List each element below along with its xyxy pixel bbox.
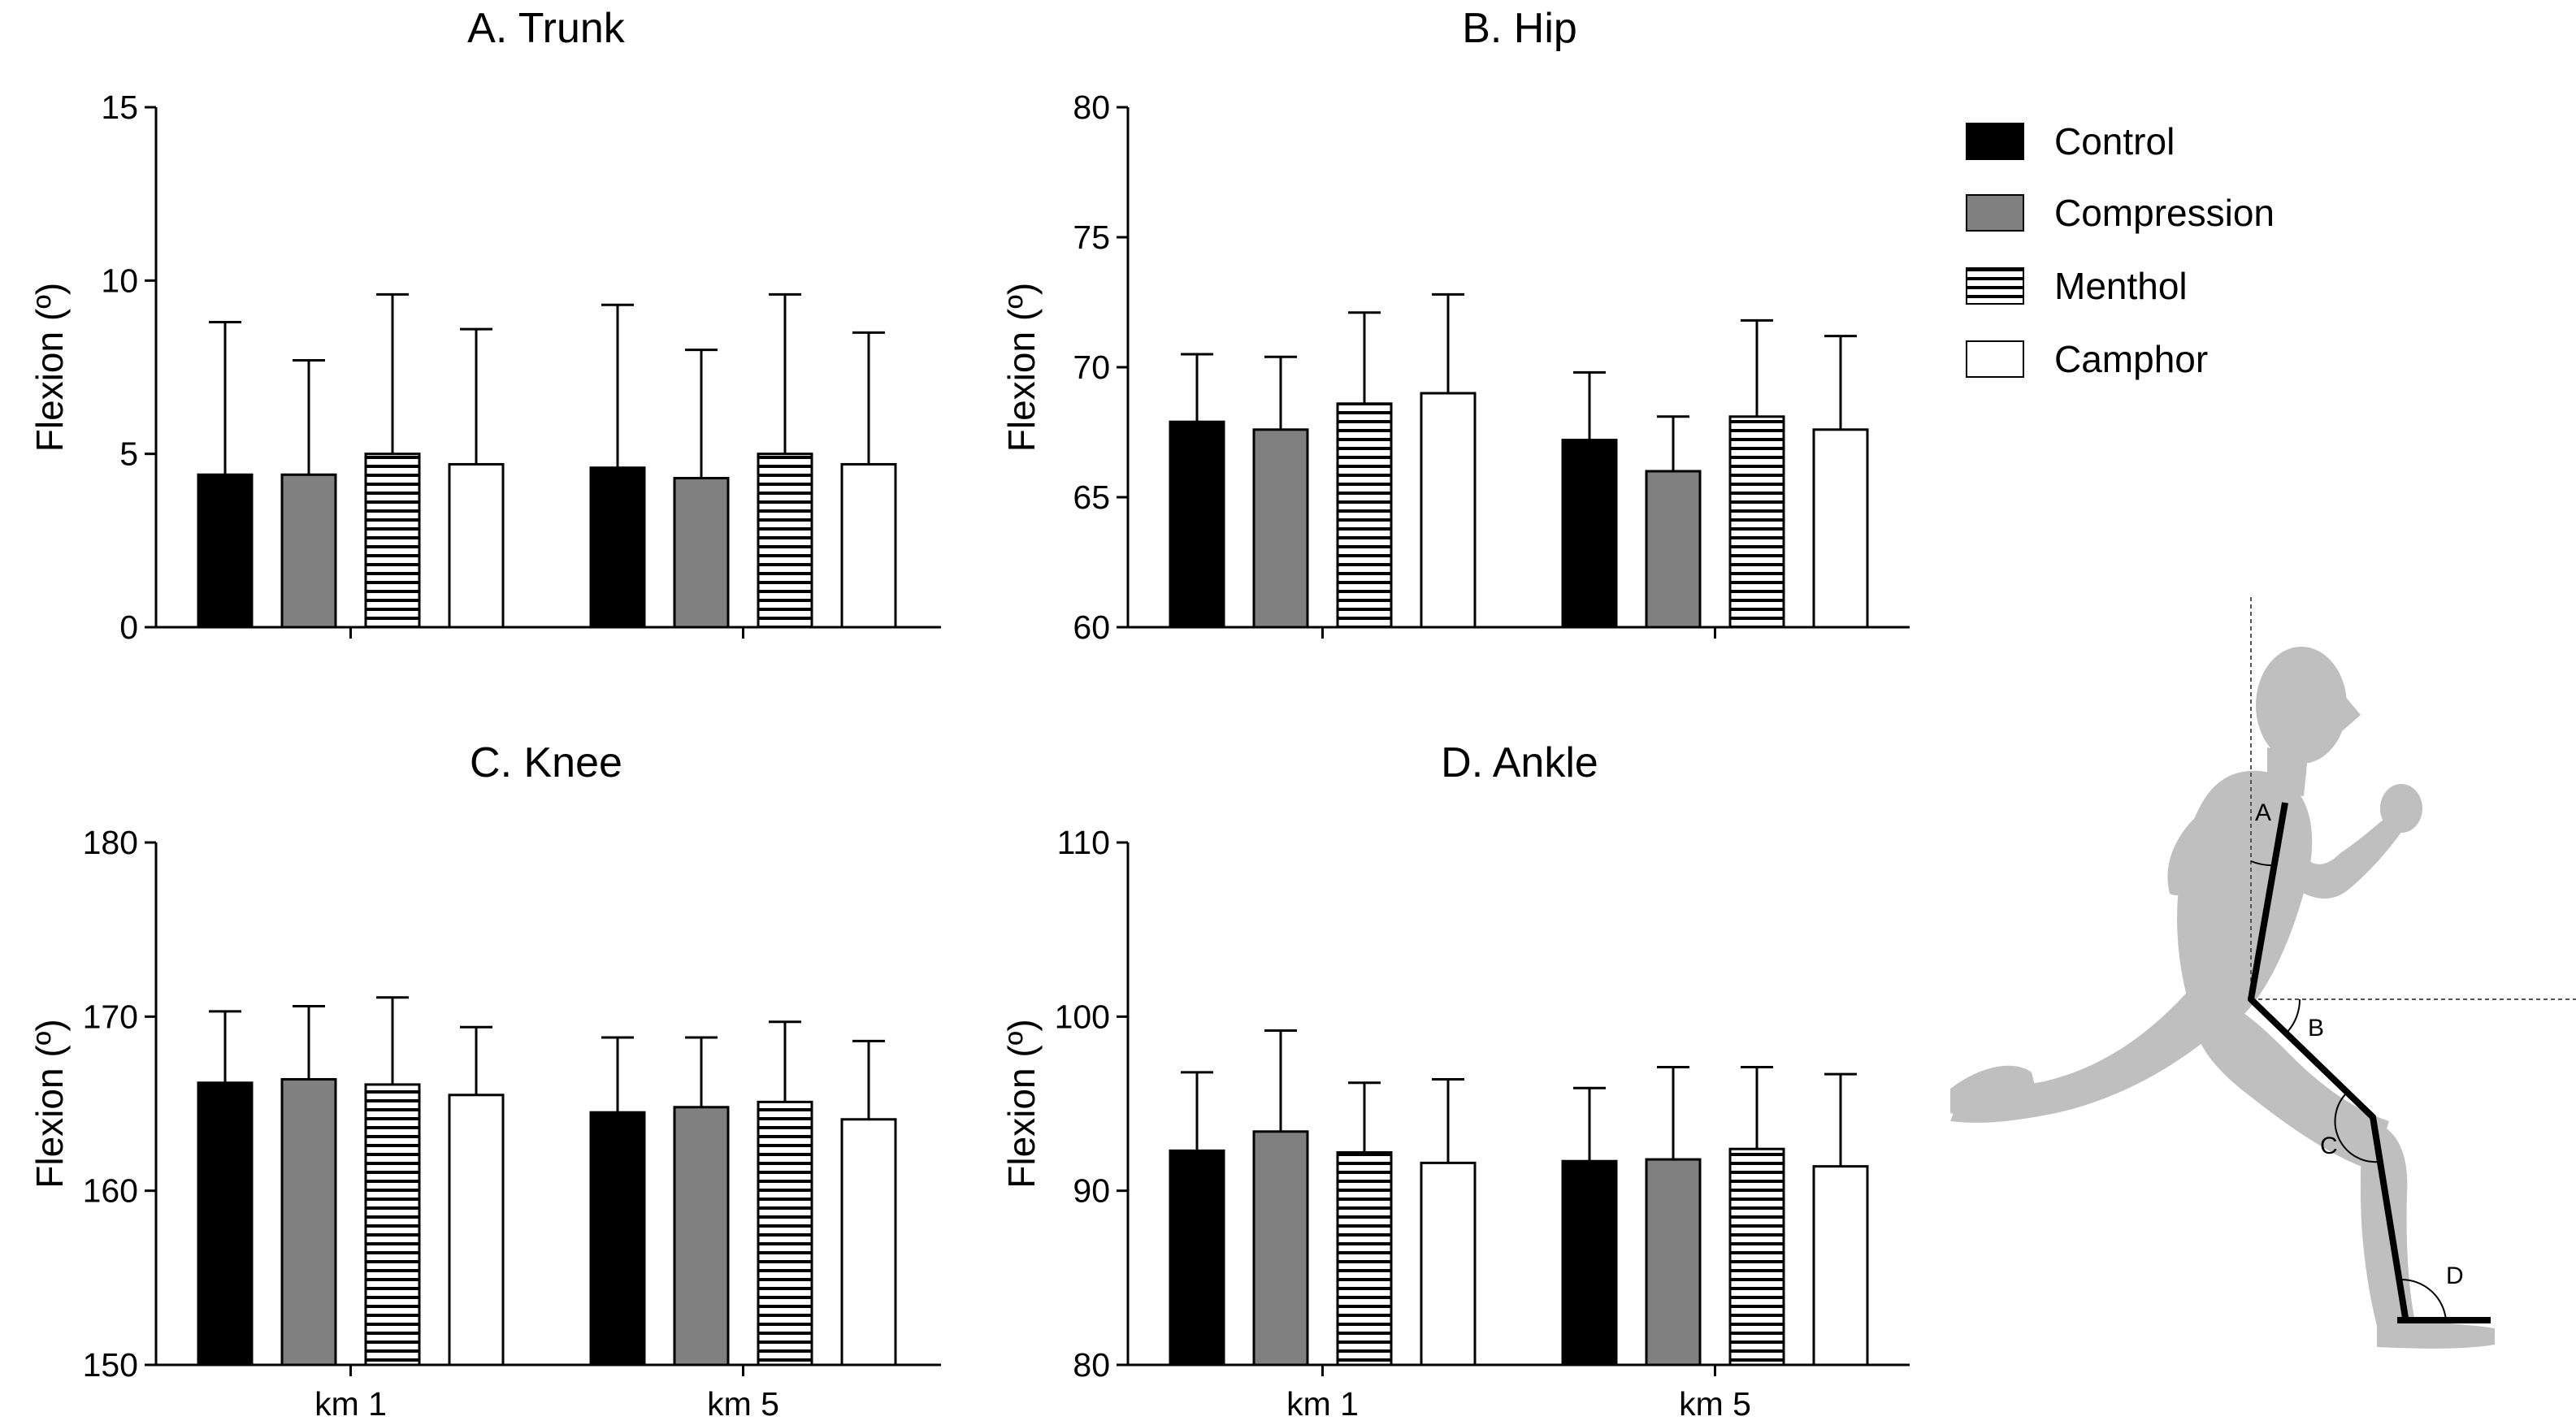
- runner-silhouette: [1950, 647, 2495, 1349]
- y-tick-label: 180: [83, 824, 138, 861]
- bar-compression: [1645, 1158, 1702, 1367]
- x-tick-label: km 1: [1286, 1385, 1359, 1423]
- legend-item-compression: Compression: [1966, 192, 2275, 234]
- bar-menthol: [1728, 415, 1785, 629]
- y-tick-label: 90: [1073, 1172, 1110, 1210]
- x-tick-label: km 5: [707, 1385, 779, 1423]
- bar-compression: [673, 477, 730, 629]
- bar-compression: [280, 1077, 337, 1367]
- legend-swatch-control: [1966, 123, 2024, 160]
- y-axis-label: Flexion (º): [28, 283, 71, 453]
- bar-menthol: [1336, 1151, 1393, 1367]
- runner-figure: A B C D: [1950, 597, 2576, 1349]
- bar-compression: [1252, 428, 1309, 629]
- y-tick-label: 65: [1073, 479, 1110, 516]
- bar-menthol: [364, 453, 421, 629]
- bar-menthol: [1336, 402, 1393, 629]
- chart-title: D. Ankle: [1441, 739, 1598, 786]
- bar-camphor: [448, 1094, 505, 1367]
- legend-swatch-menthol: [1966, 267, 2024, 305]
- y-tick-label: 80: [1073, 1346, 1110, 1384]
- x-tick-label: km 5: [1679, 1385, 1751, 1423]
- bar-camphor: [840, 1118, 897, 1367]
- y-tick-label: 80: [1073, 89, 1110, 126]
- legend-item-camphor: Camphor: [1966, 338, 2208, 380]
- chart-panel-4: D. Ankle Flexion (º) 80 90 100 110 km 1 km 5: [1000, 739, 1910, 1423]
- bar-menthol: [364, 1083, 421, 1367]
- bar-compression: [1252, 1130, 1309, 1367]
- bar-menthol: [757, 1100, 813, 1367]
- bar-camphor: [1420, 392, 1477, 629]
- legend-swatch-compression: [1966, 194, 2024, 232]
- angle-arc-b: [2287, 998, 2301, 1033]
- legend-item-control: Control: [1966, 120, 2175, 162]
- y-tick-label: 70: [1073, 349, 1110, 386]
- bar-control: [197, 473, 254, 629]
- y-tick-label: 0: [119, 609, 138, 646]
- y-tick-label: 170: [83, 998, 138, 1035]
- y-tick-label: 60: [1073, 609, 1110, 646]
- y-tick-label: 10: [101, 262, 138, 299]
- angle-arc-a: [2250, 860, 2276, 867]
- y-axis-label: Flexion (º): [1000, 283, 1043, 453]
- y-tick-label: 100: [1055, 998, 1110, 1035]
- bar-menthol: [1728, 1147, 1785, 1367]
- chart-panel-3: C. Knee Flexion (º) 150 160 170 180 km 1 km 5: [28, 739, 941, 1423]
- chart-panel-2: B. Hip Flexion (º) 60 65 70 75 80: [1000, 5, 1910, 646]
- bar-control: [589, 466, 646, 629]
- bar-compression: [1645, 470, 1702, 629]
- bar-camphor: [1812, 1165, 1869, 1367]
- angle-label-a: A: [2255, 799, 2271, 826]
- angle-arc-d: [2400, 1278, 2447, 1321]
- bar-camphor: [448, 462, 505, 629]
- y-axis-label: Flexion (º): [1000, 1019, 1043, 1189]
- angle-label-b: B: [2308, 1015, 2324, 1042]
- y-tick-label: 75: [1073, 219, 1110, 256]
- legend-label-control: Control: [2054, 120, 2175, 162]
- bar-compression: [673, 1106, 730, 1367]
- y-tick-label: 160: [83, 1172, 138, 1210]
- bar-camphor: [1420, 1161, 1477, 1367]
- angle-label-d: D: [2446, 1263, 2464, 1289]
- chart-title: A. Trunk: [467, 5, 626, 52]
- bar-control: [1561, 1159, 1618, 1367]
- bar-control: [197, 1081, 254, 1367]
- chart-title: C. Knee: [470, 739, 622, 786]
- bar-camphor: [840, 462, 897, 629]
- y-tick-label: 5: [119, 435, 138, 473]
- bar-menthol: [757, 453, 813, 629]
- x-tick-label: km 1: [314, 1385, 387, 1423]
- bar-control: [589, 1111, 646, 1367]
- y-tick-label: 110: [1057, 824, 1110, 861]
- legend-label-camphor: Camphor: [2054, 338, 2208, 380]
- bar-compression: [280, 473, 337, 629]
- bar-control: [1169, 1149, 1225, 1367]
- y-tick-label: 150: [83, 1346, 138, 1384]
- legend-item-menthol: Menthol: [1966, 265, 2188, 307]
- y-tick-label: 15: [101, 89, 138, 126]
- legend-swatch-camphor: [1966, 340, 2024, 378]
- y-axis-label: Flexion (º): [28, 1019, 71, 1189]
- chart-panel-1: A. Trunk Flexion (º) 0 5 10 15: [28, 5, 941, 646]
- bar-control: [1561, 439, 1618, 629]
- angle-label-c: C: [2320, 1133, 2338, 1159]
- legend: Control Compression Menthol Camphor: [1966, 120, 2275, 380]
- bar-camphor: [1812, 428, 1869, 629]
- legend-label-compression: Compression: [2054, 192, 2275, 234]
- angle-arc-c: [2334, 1092, 2380, 1163]
- legend-label-menthol: Menthol: [2054, 265, 2188, 307]
- bar-control: [1169, 420, 1225, 629]
- charts-group: A. Trunk Flexion (º) 0 5 10 15 B. Hip Flexion (…: [28, 5, 1910, 1423]
- chart-title: B. Hip: [1462, 5, 1577, 52]
